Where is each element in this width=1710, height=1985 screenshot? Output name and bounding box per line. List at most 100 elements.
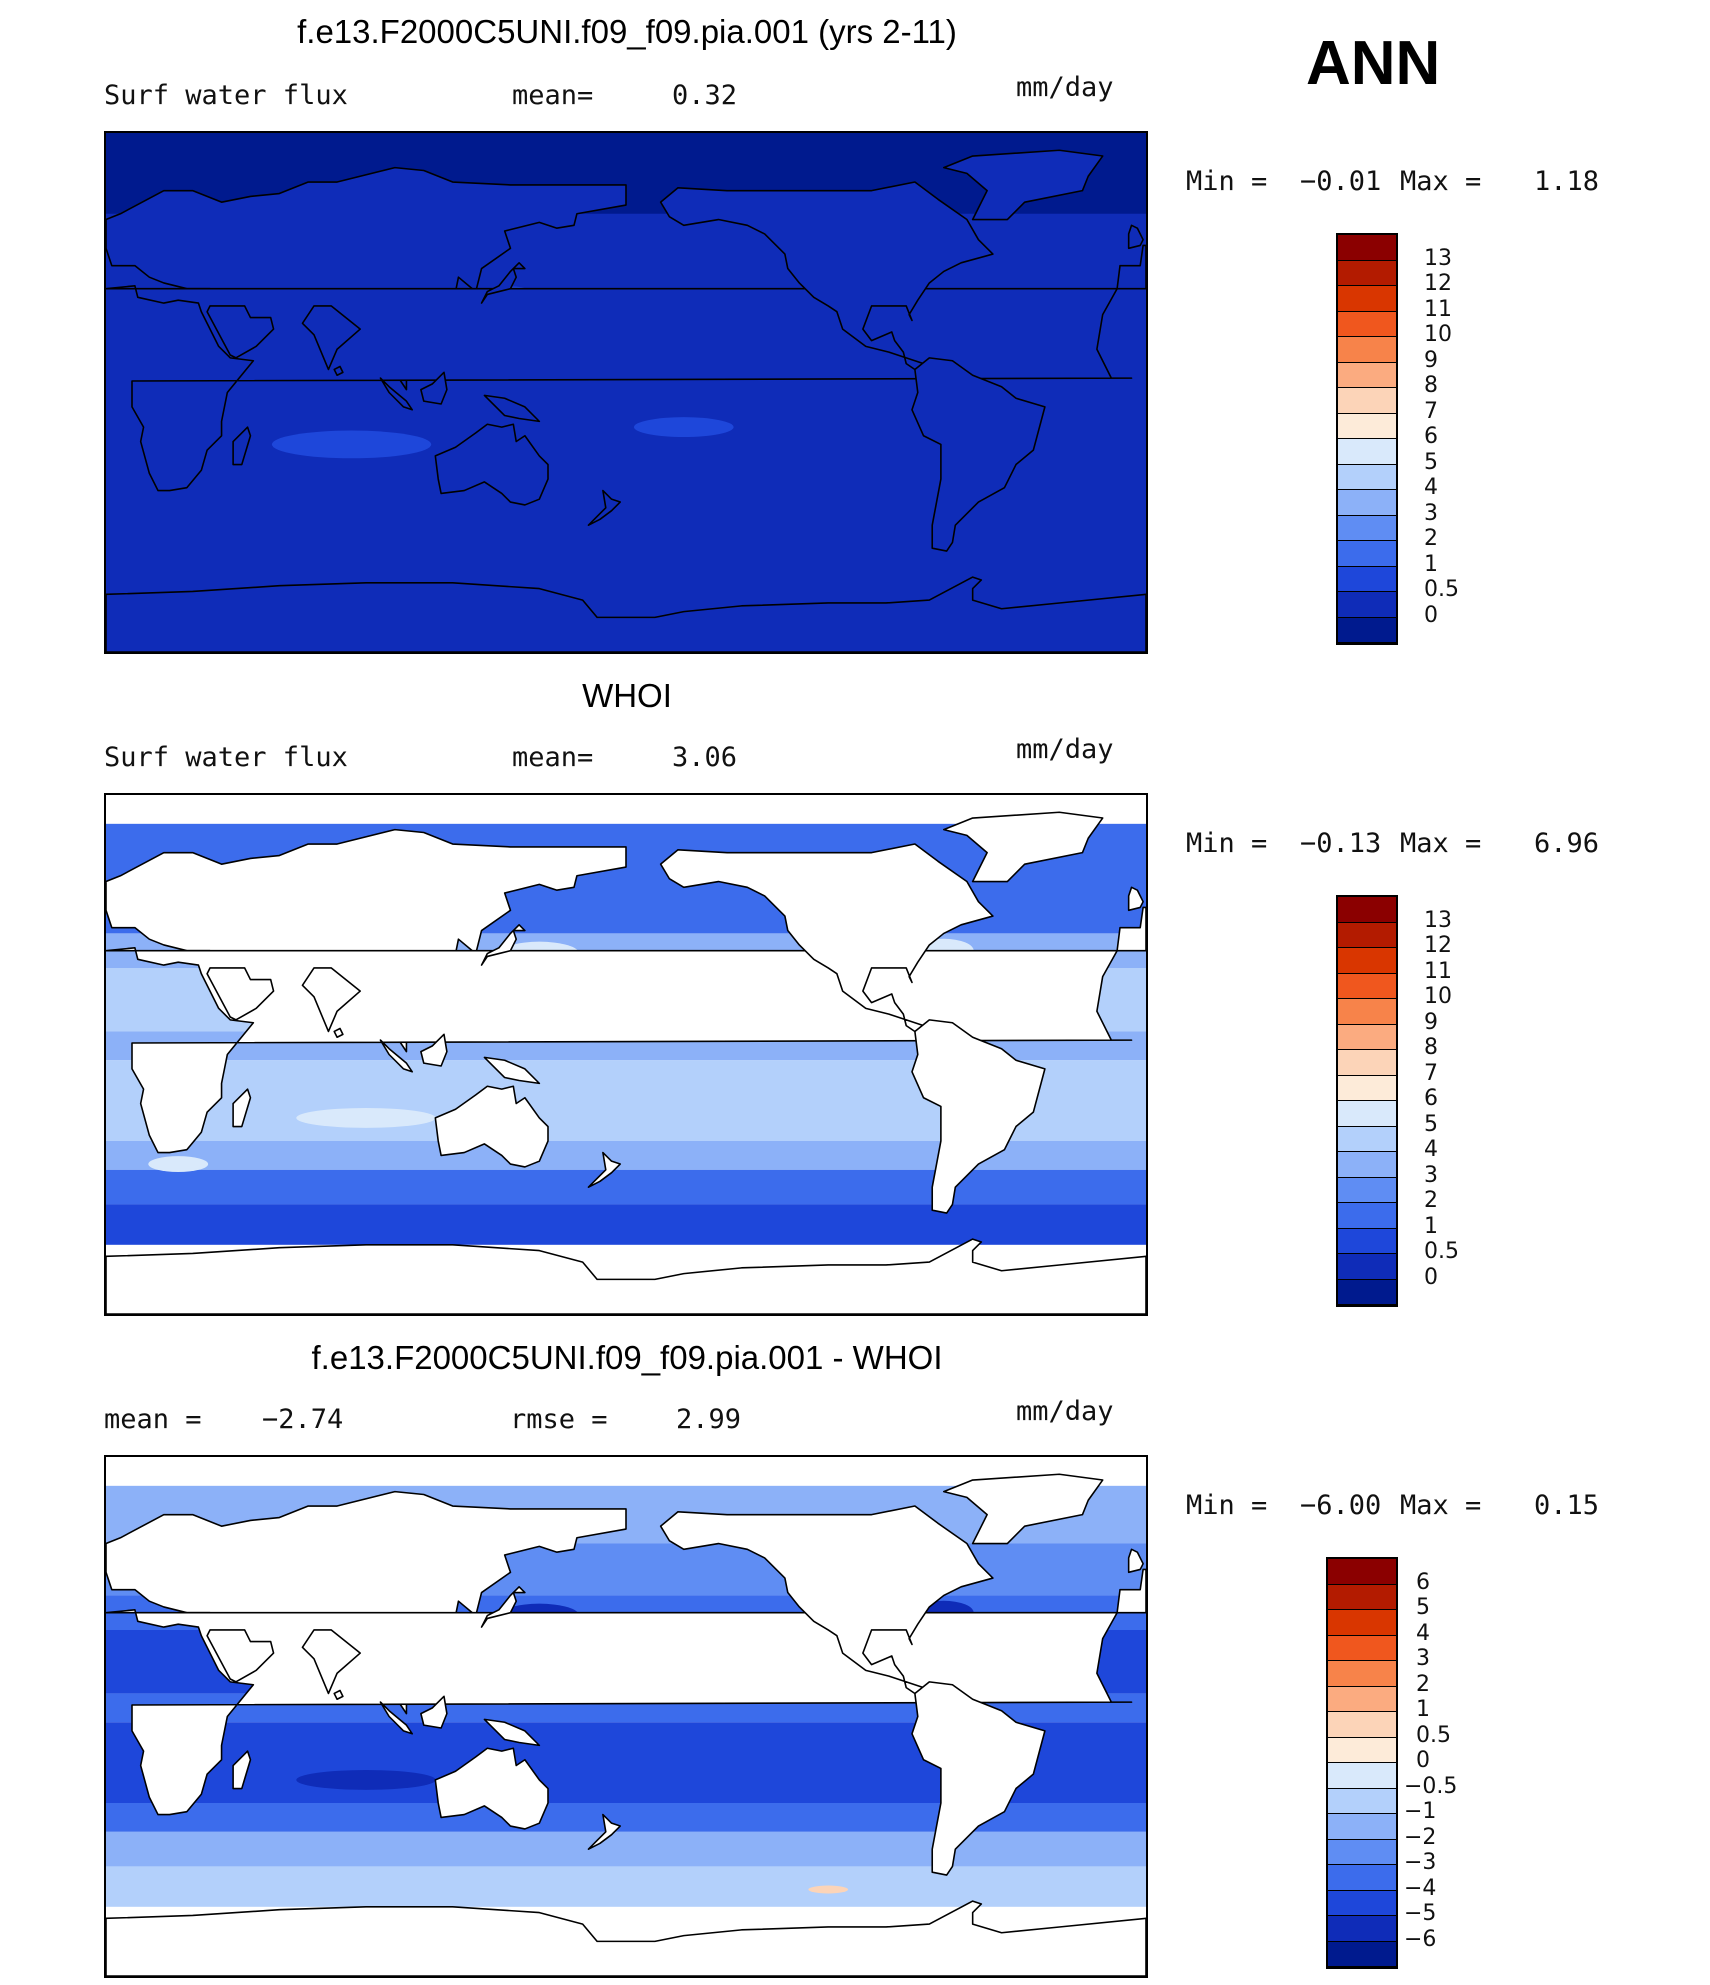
panel-2-colorbar-ticks: 13 12 11 10 9 8 7 6 5 4 3 2 1 0.5 0 <box>1412 895 1472 1307</box>
land-new-guinea <box>483 394 541 423</box>
colorbar-tick-label: 4 <box>1416 1620 1430 1646</box>
panel-2-title: WHOI <box>582 677 672 714</box>
colorbar-tick-label: 0.5 <box>1424 577 1459 602</box>
colorbar-tick-label: 7 <box>1424 1060 1438 1086</box>
colorbar-swatch <box>1328 1788 1396 1814</box>
panel-2-units: mm/day <box>1016 734 1114 765</box>
panel-3-max-value: 0.15 <box>1534 1490 1600 1521</box>
colorbar-swatch <box>1338 1228 1396 1254</box>
colorbar-swatch <box>1328 1559 1396 1585</box>
field-band-southern <box>106 1831 1146 1867</box>
colorbar-tick-label: −6 <box>1404 1926 1437 1952</box>
colorbar-swatch <box>1328 1737 1396 1763</box>
colorbar-tick-label: −5 <box>1404 1901 1437 1926</box>
colorbar-swatch <box>1338 1075 1396 1101</box>
colorbar-tick-label: 6 <box>1424 1086 1438 1111</box>
panel-2-min-label: Min = <box>1186 828 1268 859</box>
colorbar-swatch <box>1328 1584 1396 1610</box>
colorbar-tick-label: 1 <box>1424 551 1438 577</box>
land-greenland <box>942 149 1104 221</box>
land-north-america <box>659 1505 994 1695</box>
land-south-america <box>911 357 1046 552</box>
colorbar-swatch <box>1338 515 1396 541</box>
colorbar-tick-label: 9 <box>1424 1009 1438 1035</box>
land-south-america <box>911 1019 1046 1214</box>
land-australia <box>434 1747 549 1830</box>
land-borneo <box>420 1033 448 1067</box>
colorbar-swatch <box>1338 337 1396 363</box>
field-patch-indian <box>296 1108 436 1128</box>
panel-3-units: mm/day <box>1016 1396 1114 1427</box>
colorbar-swatch <box>1328 1890 1396 1916</box>
panel-1-mean-value: 0.32 <box>672 80 738 111</box>
land-eurasia-west <box>1116 244 1146 290</box>
colorbar-tick-label: 1 <box>1424 1213 1438 1239</box>
panel-3-mean-value: −2.74 <box>262 1404 344 1435</box>
colorbar-tick-label: 2 <box>1424 526 1438 551</box>
land-antarctica <box>106 1900 1146 1976</box>
colorbar-tick-label: 4 <box>1424 475 1438 500</box>
field-patch-agulhas <box>148 1156 209 1173</box>
colorbar-tick-label: 5 <box>1424 449 1438 475</box>
colorbar-tick-label: 8 <box>1424 1035 1438 1060</box>
land-new-guinea <box>483 1056 541 1085</box>
colorbar-tick-label: −3 <box>1404 1850 1437 1875</box>
colorbar-tick-label: 0.5 <box>1416 1722 1451 1748</box>
colorbar-swatch <box>1338 1050 1396 1076</box>
panel-3-map-svg <box>106 1457 1146 1976</box>
colorbar-tick-label: 1 <box>1416 1697 1430 1722</box>
land-uk <box>1127 1548 1144 1574</box>
panel-1-min-value: −0.01 <box>1300 166 1382 197</box>
colorbar-swatch <box>1338 592 1396 618</box>
colorbar-swatch <box>1328 1763 1396 1789</box>
land-antarctica <box>106 576 1146 652</box>
colorbar-swatch <box>1338 617 1396 643</box>
colorbar-swatch <box>1338 286 1396 312</box>
colorbar-swatch <box>1338 999 1396 1025</box>
panel-2-min-value: −0.13 <box>1300 828 1382 859</box>
land-japan <box>480 1586 526 1628</box>
land-greenland <box>942 1473 1104 1545</box>
land-new-guinea <box>483 1718 541 1747</box>
panel-2-max-value: 6.96 <box>1534 828 1600 859</box>
panel-3-rmse-label: rmse = <box>510 1404 608 1435</box>
colorbar-swatch <box>1338 566 1396 592</box>
panel-1-map-svg <box>106 133 1146 652</box>
colorbar-tick-label: 2 <box>1424 1188 1438 1213</box>
colorbar-swatch <box>1338 464 1396 490</box>
land-south-america <box>911 1681 1046 1876</box>
panel-2-mean-label: mean= <box>512 742 594 773</box>
panel-3-colorbar <box>1326 1557 1398 1969</box>
colorbar-swatch <box>1338 1254 1396 1280</box>
colorbar-swatch <box>1328 1814 1396 1840</box>
colorbar-tick-label: 6 <box>1424 424 1438 449</box>
land-north-america <box>659 843 994 1033</box>
land-africa <box>106 947 1133 1154</box>
land-india <box>301 967 362 1033</box>
colorbar-swatch <box>1328 1712 1396 1738</box>
field-band-southern-ocean <box>106 1866 1146 1907</box>
colorbar-tick-label: 7 <box>1424 398 1438 424</box>
panel-1-max-label: Max = <box>1400 166 1482 197</box>
land-arabia <box>206 967 275 1021</box>
land-borneo <box>420 1695 448 1729</box>
colorbar-tick-label: 4 <box>1424 1137 1438 1162</box>
colorbar-swatch <box>1338 362 1396 388</box>
panel-3-map <box>104 1455 1148 1978</box>
panel-1-max-value: 1.18 <box>1534 166 1600 197</box>
land-sri-lanka <box>333 1027 344 1039</box>
colorbar-tick-label: 11 <box>1424 296 1452 322</box>
colorbar-swatch <box>1338 439 1396 465</box>
colorbar-tick-label: 8 <box>1424 373 1438 398</box>
colorbar-tick-label: 6 <box>1416 1569 1430 1595</box>
land-borneo <box>420 371 448 405</box>
colorbar-swatch <box>1338 235 1396 261</box>
colorbar-tick-label: 2 <box>1416 1671 1430 1697</box>
panel-3-rmse-value: 2.99 <box>676 1404 742 1435</box>
colorbar-tick-label: −2 <box>1404 1824 1437 1850</box>
land-japan <box>480 262 526 304</box>
land-greenland <box>942 811 1104 883</box>
colorbar-swatch <box>1338 1101 1396 1127</box>
land-uk <box>1127 224 1144 250</box>
panel-2-left-label: Surf water flux <box>104 742 348 773</box>
